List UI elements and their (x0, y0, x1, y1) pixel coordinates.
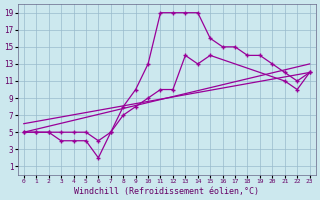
X-axis label: Windchill (Refroidissement éolien,°C): Windchill (Refroidissement éolien,°C) (74, 187, 259, 196)
